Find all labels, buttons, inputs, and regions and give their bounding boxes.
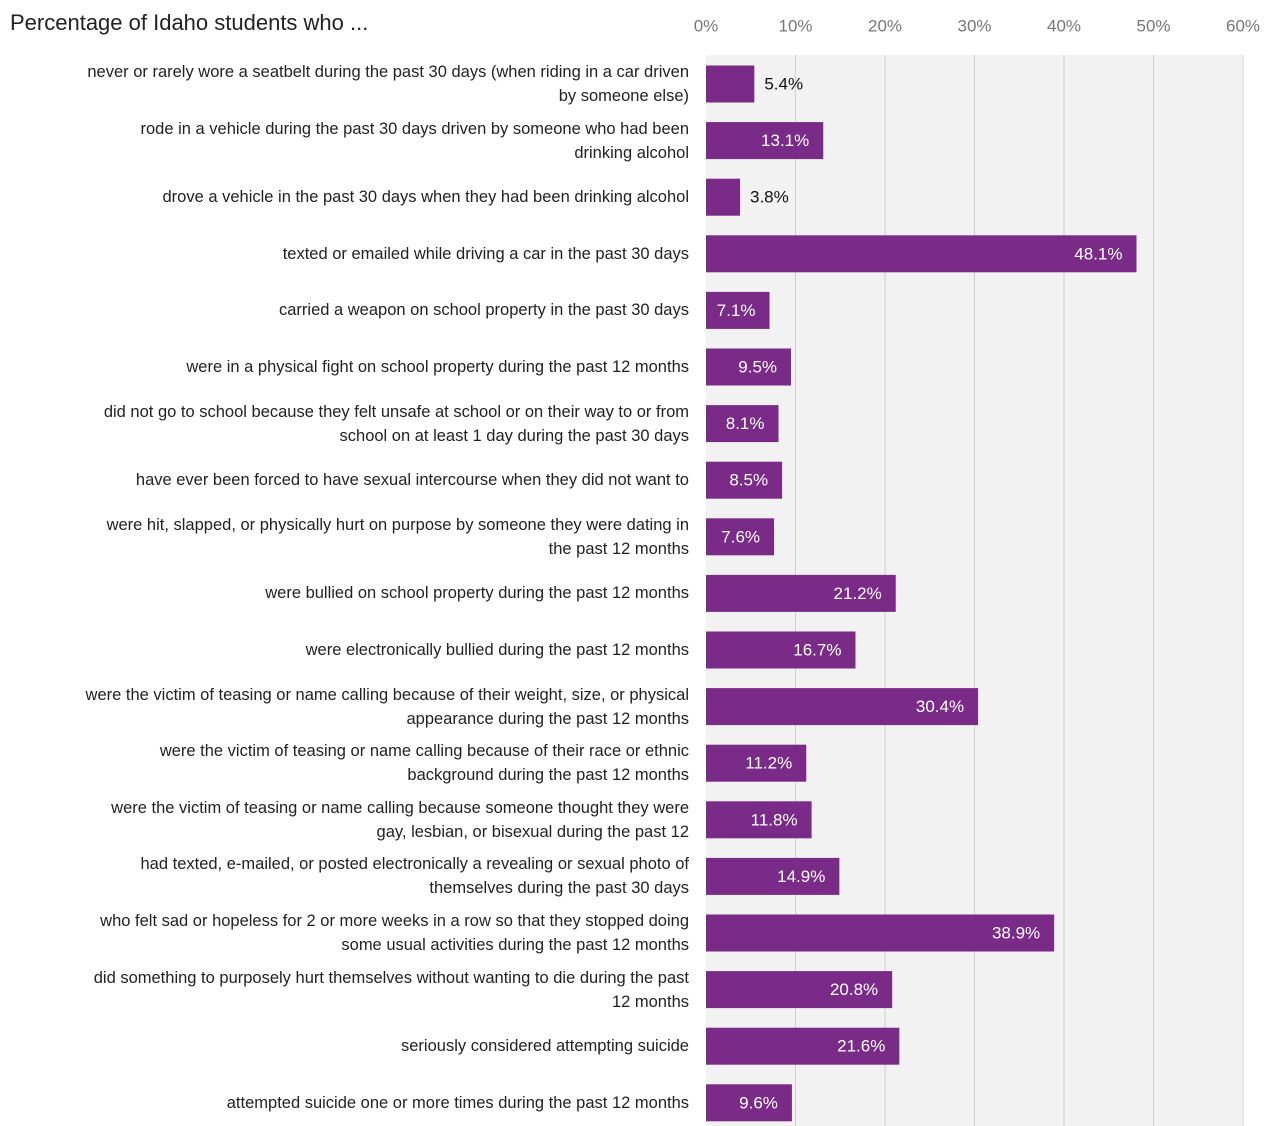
value-label: 16.7%: [793, 640, 841, 659]
bar: [706, 744, 807, 782]
x-tick-label: 10%: [778, 16, 812, 35]
x-tick-label: 60%: [1226, 16, 1260, 35]
value-label: 21.6%: [837, 1037, 885, 1056]
bar: [706, 688, 979, 726]
value-label: 8.1%: [726, 414, 765, 433]
category-label: drove a vehicle in the past 30 days when…: [162, 188, 689, 207]
bar: [706, 235, 1137, 273]
x-tick-label: 40%: [1047, 16, 1081, 35]
category-label: were hit, slapped, or physically hurt on…: [106, 515, 689, 558]
value-label: 13.1%: [761, 131, 809, 150]
value-label: 7.6%: [721, 527, 760, 546]
bar: [706, 405, 779, 443]
value-label: 8.5%: [729, 471, 768, 490]
bar: [706, 1027, 900, 1065]
category-label: did something to purposely hurt themselv…: [93, 968, 689, 1011]
category-label: seriously considered attempting suicide: [401, 1037, 689, 1056]
category-label: were in a physical fight on school prope…: [186, 358, 689, 376]
bar: [706, 348, 792, 386]
chart-title: Percentage of Idaho students who ...: [10, 10, 369, 35]
value-label: 11.8%: [751, 810, 798, 829]
value-label: 48.1%: [1074, 244, 1122, 263]
value-label: 30.4%: [916, 697, 964, 716]
category-label: were the victim of teasing or name calli…: [111, 798, 689, 841]
bar: [706, 291, 770, 329]
value-label: 21.2%: [834, 584, 882, 603]
value-label: 9.5%: [738, 357, 777, 376]
value-label: 14.9%: [777, 867, 825, 886]
value-label: 38.9%: [992, 923, 1040, 942]
category-label: attempted suicide one or more times duri…: [226, 1093, 689, 1112]
category-label: carried a weapon on school property in t…: [278, 301, 689, 320]
category-label: were the victim of teasing or name calli…: [85, 685, 689, 728]
category-label: have ever been forced to have sexual int…: [135, 471, 689, 490]
bar: [706, 518, 775, 556]
bar: [706, 122, 824, 160]
x-tick-label: 30%: [957, 16, 991, 35]
bar: [706, 914, 1055, 952]
value-label: 7.1%: [717, 301, 756, 320]
bar: [706, 178, 741, 216]
bar: [706, 65, 755, 103]
category-label: who felt sad or hopeless for 2 or more w…: [100, 912, 689, 954]
category-label: were electronically bullied during the p…: [305, 641, 689, 659]
category-label: texted or emailed while driving a car in…: [282, 244, 689, 263]
category-label: rode in a vehicle during the past 30 day…: [140, 119, 689, 162]
category-label: were bullied on school property during t…: [265, 584, 689, 603]
bar: [706, 461, 783, 499]
value-label: 20.8%: [830, 980, 878, 999]
category-label: had texted, e-mailed, or posted electron…: [140, 855, 690, 898]
x-tick-label: 0%: [694, 16, 719, 35]
value-label: 3.8%: [750, 188, 789, 207]
value-label: 5.4%: [764, 74, 803, 93]
bar: [706, 801, 812, 839]
bar: [706, 631, 856, 669]
x-tick-label: 50%: [1136, 16, 1170, 35]
category-label: were the victim of teasing or name calli…: [159, 742, 689, 785]
category-label: never or rarely wore a seatbelt during t…: [87, 63, 689, 105]
value-label: 11.2%: [745, 754, 792, 773]
bar: [706, 971, 893, 1009]
bar: [706, 1084, 792, 1122]
category-label: did not go to school because they felt u…: [103, 402, 689, 445]
value-label: 9.6%: [739, 1093, 778, 1112]
x-tick-label: 20%: [868, 16, 902, 35]
bar: [706, 574, 896, 612]
bar: [706, 857, 840, 895]
